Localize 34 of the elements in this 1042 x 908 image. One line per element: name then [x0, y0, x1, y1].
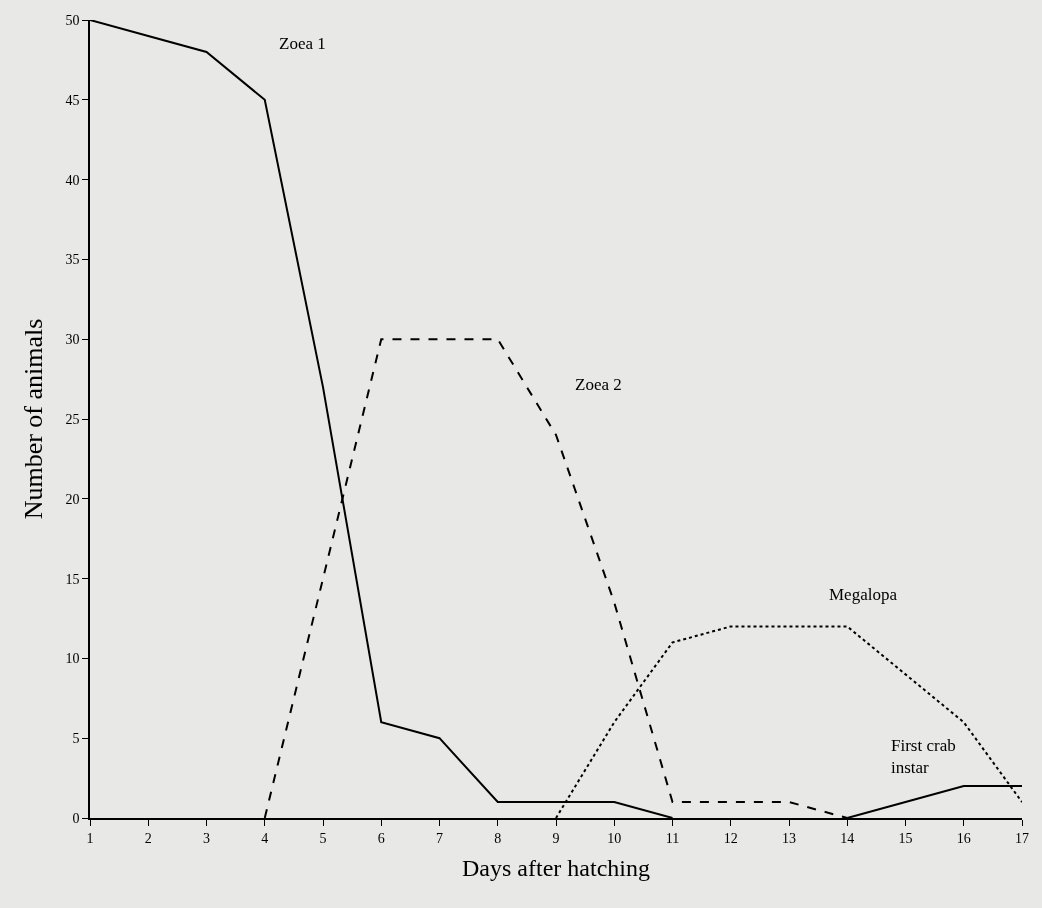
x-tick-label: 1 [86, 830, 94, 846]
y-tick-label: 15 [65, 571, 80, 587]
x-tick-label: 9 [552, 830, 560, 846]
y-tick-label: 45 [65, 92, 80, 108]
x-tick-label: 7 [436, 830, 443, 846]
x-tick-label: 10 [607, 830, 622, 846]
x-tick-label: 6 [377, 830, 385, 846]
series-label: Megalopa [829, 585, 898, 604]
text: Zoea 2 [575, 375, 622, 394]
y-axis-title: Number of animals [19, 318, 49, 520]
x-tick-label: 15 [898, 830, 913, 846]
y-tick-label: 30 [65, 332, 80, 348]
series-label: First crab instar [891, 736, 956, 778]
x-tick-label: 14 [840, 830, 855, 846]
y-tick-label: 50 [65, 12, 80, 28]
x-tick-label: 12 [723, 830, 738, 846]
x-axis-title: Days after hatching [462, 855, 650, 882]
x-tick-label: 8 [494, 830, 502, 846]
y-tick-label: 20 [65, 491, 80, 507]
x-tick-label: 17 [1015, 830, 1029, 846]
y-tick-label: 35 [65, 252, 80, 268]
text: Zoea 1 [279, 34, 326, 53]
x-tick-label: 3 [203, 830, 210, 846]
y-tick-label: 40 [65, 172, 80, 188]
y-tick-label: 25 [65, 411, 80, 427]
y-tick-label: 10 [65, 651, 80, 667]
y-tick-label: 5 [72, 731, 80, 747]
x-tick-label: 2 [144, 830, 152, 846]
x-tick-label: 13 [782, 830, 796, 846]
x-tick-label: 16 [956, 830, 971, 846]
y-tick-label: 0 [72, 810, 80, 826]
x-tick-label: 4 [261, 830, 269, 846]
x-tick-label: 5 [319, 830, 327, 846]
x-tick-label: 11 [665, 830, 680, 846]
